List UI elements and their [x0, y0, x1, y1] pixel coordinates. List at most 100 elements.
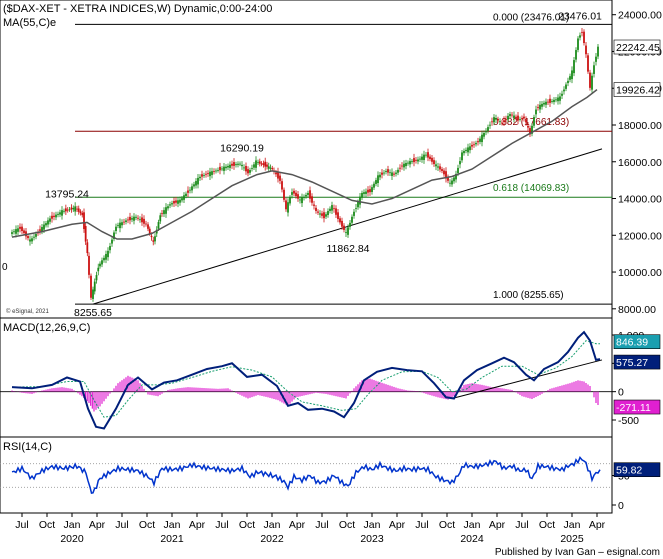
candle-body [173, 201, 175, 204]
candle-body [287, 202, 289, 213]
macd-signal-line [11, 340, 600, 418]
candle-body [515, 116, 517, 119]
candle-body [597, 46, 599, 57]
x-tick-label-9: Oct [239, 519, 255, 531]
candle-body [275, 172, 277, 175]
macd-ytick-2: 0 [618, 387, 624, 399]
x-tick-label-17: Oct [439, 519, 455, 531]
candle-body [435, 164, 437, 167]
x-tick-label-19: Apr [489, 519, 506, 531]
x-axis: Jul Oct Jan Apr Jul Oct Jan Apr Jul Oct Jan Apr Jul O… [0, 512, 612, 545]
candle-body [569, 76, 571, 80]
candle-body [117, 225, 119, 226]
candle-body [191, 186, 193, 191]
price-ytick-7: 10000.00 [618, 267, 662, 279]
candle-body [361, 192, 363, 198]
x-tick-label-2: Jan [64, 519, 81, 531]
candle-body [437, 166, 439, 168]
rsi-line [11, 456, 601, 494]
candle-body [45, 223, 47, 226]
candle-body [525, 119, 527, 123]
candle-body [587, 55, 589, 72]
candle-body [141, 217, 143, 223]
candle-body [455, 173, 457, 180]
candle-body [415, 159, 417, 161]
candle-body [84, 225, 87, 242]
candle-body [183, 195, 185, 200]
candle-body [467, 147, 469, 153]
candle-body [565, 84, 567, 89]
candle-body [229, 164, 231, 168]
candle-body [449, 182, 451, 184]
candle-body [217, 170, 219, 171]
candle-body [264, 161, 267, 167]
candle-body [461, 152, 463, 161]
candle-body [127, 219, 129, 221]
candle-body [311, 196, 313, 203]
candle-body [317, 211, 319, 213]
candle-body [537, 107, 539, 108]
candle-body [573, 60, 575, 74]
candle-body [203, 175, 205, 176]
x-tick-label-10: Jan [264, 519, 281, 531]
candle-body [83, 212, 85, 230]
candle-body [421, 156, 423, 160]
price-ytick-0: 24000.00 [618, 10, 662, 22]
candle-body [543, 102, 545, 105]
candle-body [76, 208, 78, 210]
candle-body [299, 199, 301, 201]
x-year-label-3: 2023 [360, 533, 384, 545]
candle-body [43, 224, 45, 230]
candle-body [147, 224, 149, 229]
candle-body [179, 199, 181, 203]
candle-body [509, 114, 511, 117]
candle-body [581, 31, 583, 33]
price-annotation-3: 11862.84 [326, 243, 369, 255]
candle-body [343, 225, 345, 230]
candle-body [345, 232, 347, 233]
price-candles [11, 27, 599, 302]
candle-body [427, 152, 429, 158]
candle-body [393, 173, 395, 175]
candle-body [347, 227, 349, 235]
candle-body [457, 167, 459, 174]
x-year-label-0: 2020 [60, 533, 84, 545]
candle-body [93, 281, 96, 292]
candle-body [295, 192, 297, 197]
x-tick-label-15: Apr [389, 519, 406, 531]
candle-body [371, 187, 373, 192]
candle-body [575, 50, 577, 60]
candle-body [97, 267, 100, 272]
candle-body [367, 189, 369, 193]
candle-body [507, 115, 509, 120]
candle-body [277, 171, 279, 179]
candle-body [327, 211, 329, 215]
candle-body [481, 134, 483, 143]
candle-body [175, 200, 177, 203]
candle-body [266, 164, 268, 167]
candle-body [495, 118, 497, 120]
candle-body [27, 236, 29, 239]
candle-body [417, 159, 419, 162]
price-ytick-5: 14000.00 [618, 194, 662, 206]
candle-body [77, 208, 80, 212]
candle-body [111, 239, 113, 244]
candle-body [399, 167, 401, 169]
candle-body [121, 222, 123, 226]
candle-body [431, 157, 433, 162]
candle-body [385, 171, 387, 173]
candle-body [23, 230, 25, 234]
candle-body [539, 104, 541, 110]
candle-body [463, 150, 465, 154]
candle-body [167, 206, 169, 209]
candle-body [319, 213, 321, 215]
long-term-trendline [92, 148, 603, 305]
candle-body [221, 168, 223, 170]
candle-body [443, 170, 445, 175]
candle-body [61, 210, 63, 216]
candle-body [245, 166, 247, 172]
candle-body [403, 163, 405, 168]
candle-body [35, 234, 37, 237]
candle-body [152, 240, 155, 242]
candle-body [321, 213, 323, 216]
